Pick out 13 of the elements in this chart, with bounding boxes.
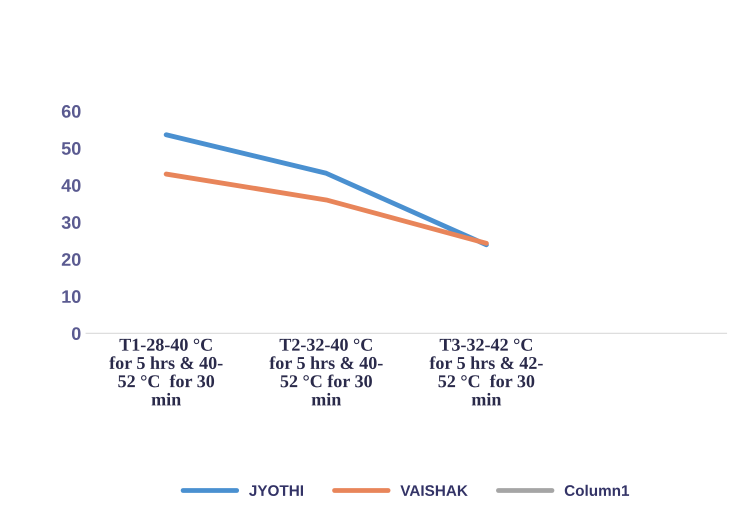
y-tick-label: 10 (62, 290, 81, 303)
y-tick-label: 0 (72, 327, 81, 340)
y-tick-label: 40 (61, 179, 81, 192)
legend-label: Column1 (564, 484, 630, 496)
y-tick-label: 30 (62, 216, 81, 229)
legend-label: JYOTHI (249, 485, 304, 496)
x-tick-label: T2-32-40 °C for 5 hrs & 40- 52 °C for 30 min (269, 338, 383, 406)
y-tick-label: 20 (62, 253, 81, 266)
x-tick-label: T3-32-42 °C for 5 hrs & 42- 52 °C for 30 min (430, 338, 543, 406)
x-tick-label: T1-28-40 °C for 5 hrs & 40- 52 °C for 30 min (109, 338, 223, 406)
y-tick-label: 50 (62, 142, 81, 155)
legend-label: VAISHAK (400, 485, 468, 496)
y-tick-label: 60 (62, 105, 81, 118)
